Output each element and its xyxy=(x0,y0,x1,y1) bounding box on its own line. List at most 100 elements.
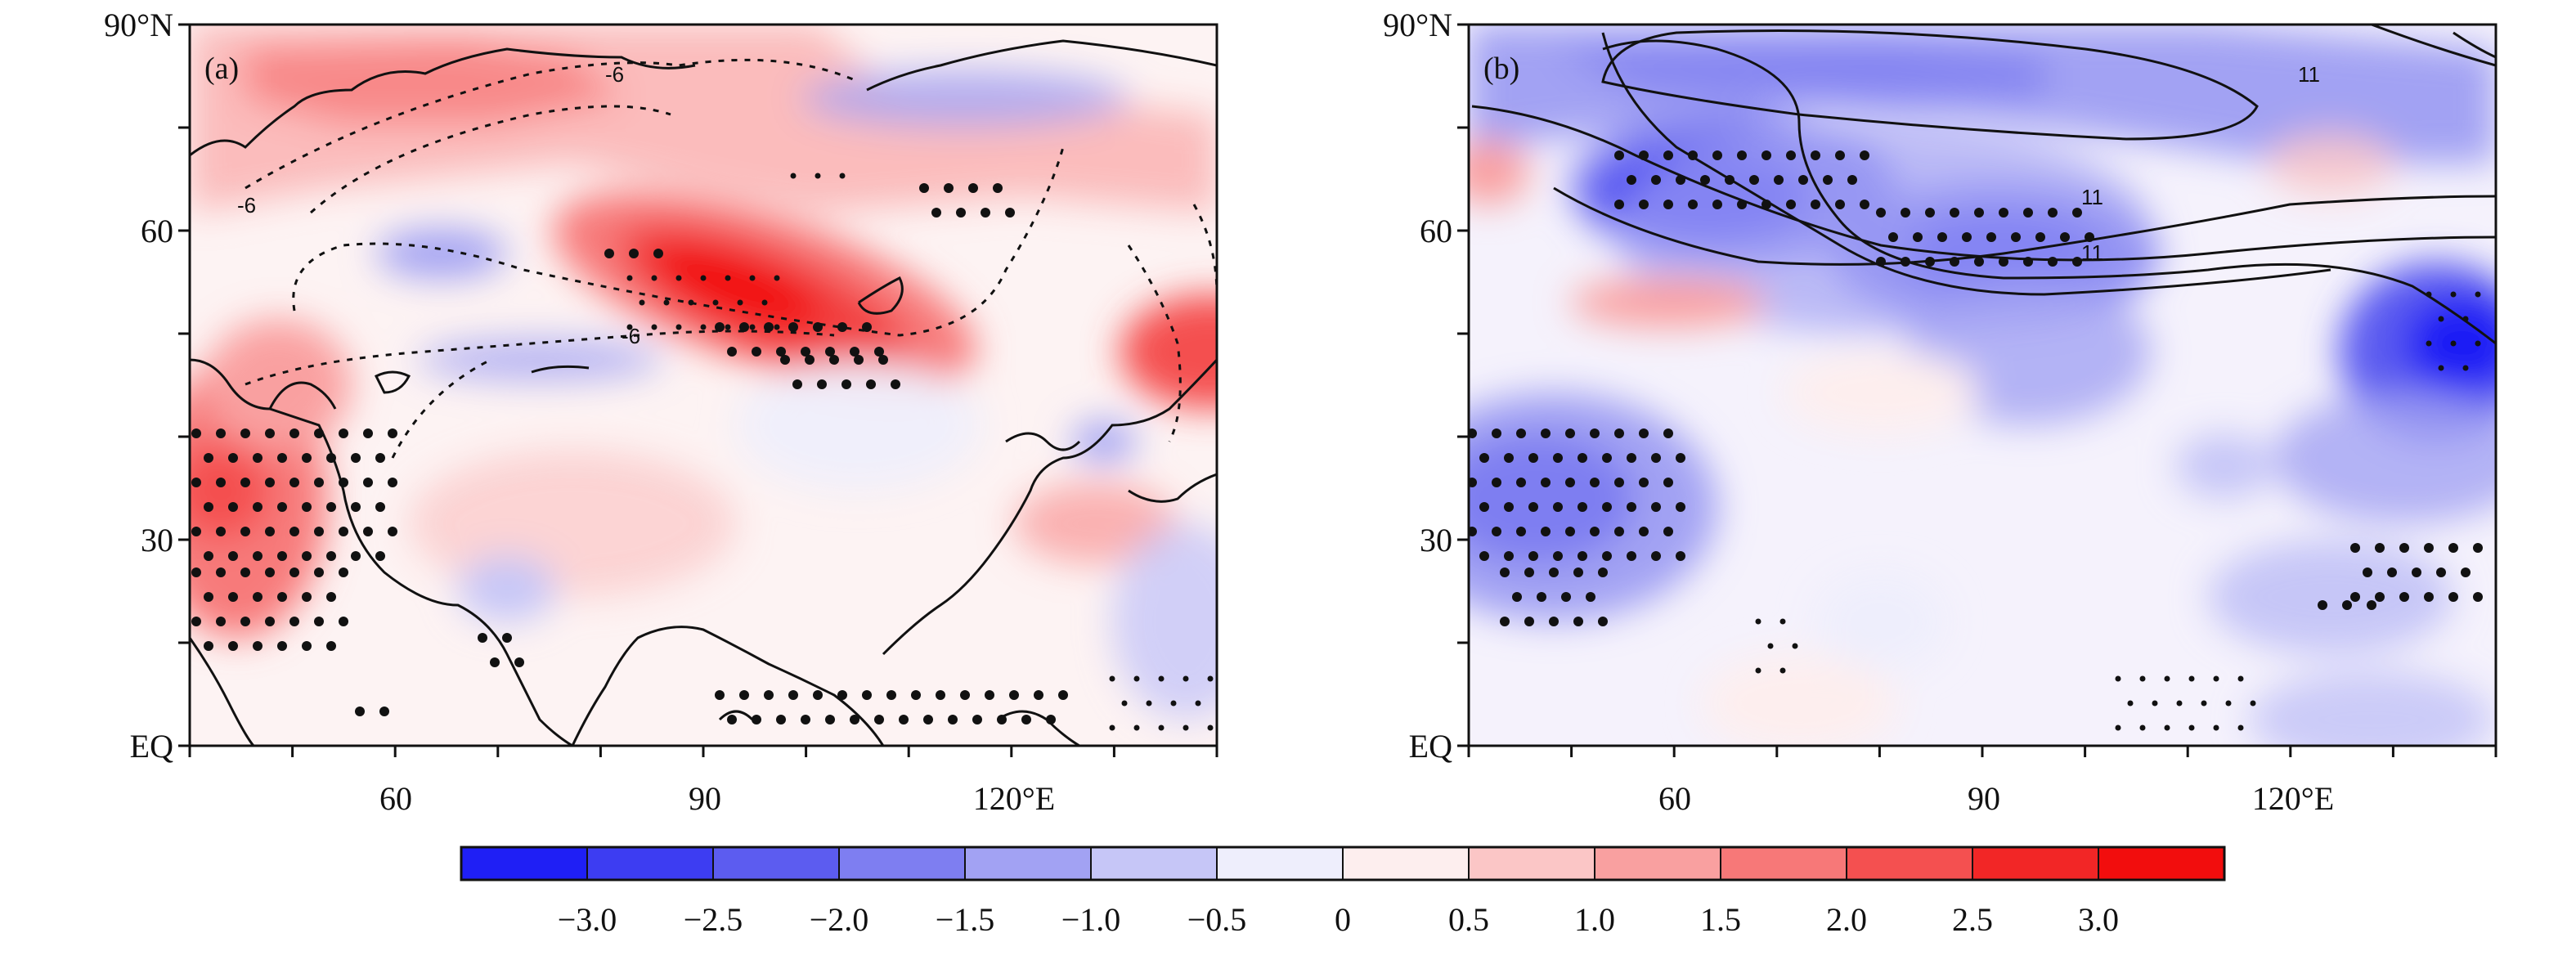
significance-dot xyxy=(363,478,373,487)
significance-dot xyxy=(1925,257,1935,267)
colorbar-label: 0.5 xyxy=(1448,901,1489,938)
significance-dot xyxy=(1046,715,1056,724)
significance-dot xyxy=(1541,478,1551,487)
significance-dot xyxy=(1937,232,1947,242)
panel-a: -6 -6 -6 (a) 90°N 60 30 EQ 60 90 120°E xyxy=(104,7,1218,817)
significance-dot xyxy=(1504,453,1514,463)
x-tick-label: 60 xyxy=(1658,780,1691,817)
significance-dot xyxy=(850,715,859,724)
panel-b-shading xyxy=(1469,25,2496,746)
significance-dot xyxy=(1121,700,1128,707)
significance-dot xyxy=(725,275,731,281)
colorbar-label: 3.0 xyxy=(2078,901,2119,938)
significance-dot xyxy=(604,249,614,258)
significance-dot xyxy=(1811,150,1820,160)
significance-dot xyxy=(1565,478,1575,487)
significance-dot xyxy=(2048,208,2058,218)
significance-dot xyxy=(1688,150,1698,160)
contour-label: -6 xyxy=(237,193,256,218)
significance-dot xyxy=(2473,592,2483,602)
significance-dot xyxy=(2426,291,2432,298)
significance-dot xyxy=(2412,567,2421,577)
significance-dot xyxy=(514,657,524,667)
significance-dot xyxy=(2399,592,2409,602)
significance-dot xyxy=(2011,232,2021,242)
significance-dot xyxy=(2213,724,2219,731)
significance-dot xyxy=(1835,150,1845,160)
significance-dot xyxy=(1663,200,1673,209)
significance-dot xyxy=(265,617,275,626)
significance-dot xyxy=(725,324,731,330)
significance-dot xyxy=(874,715,884,724)
significance-dot xyxy=(2072,208,2082,218)
significance-dot xyxy=(663,299,670,306)
significance-dot xyxy=(289,617,299,626)
significance-dot xyxy=(1553,453,1563,463)
significance-dot xyxy=(1158,675,1165,682)
colorbar-segment xyxy=(964,846,1092,881)
significance-dot xyxy=(2139,724,2146,731)
significance-dot xyxy=(700,275,707,281)
significance-dot xyxy=(1614,428,1624,438)
significance-dot xyxy=(2424,592,2434,602)
colorbar-segment xyxy=(1342,846,1470,881)
significance-dot xyxy=(388,428,397,438)
significance-dot xyxy=(2060,232,2070,242)
significance-dot xyxy=(923,715,933,724)
significance-dot xyxy=(825,715,835,724)
significance-dot xyxy=(956,208,966,218)
significance-dot xyxy=(817,379,827,389)
significance-dot xyxy=(1774,175,1784,185)
significance-dot xyxy=(792,379,802,389)
contour-label: 11 xyxy=(2081,240,2103,265)
significance-dot xyxy=(1577,551,1587,561)
significance-dot xyxy=(2375,592,2385,602)
significance-dot xyxy=(289,428,299,438)
significance-dot xyxy=(2448,592,2458,602)
significance-dot xyxy=(240,428,250,438)
significance-dot xyxy=(829,355,839,365)
significance-dot xyxy=(265,567,275,577)
significance-dot xyxy=(727,715,737,724)
significance-dot xyxy=(841,379,851,389)
significance-dot xyxy=(2473,543,2483,553)
colorbar-segment xyxy=(1972,846,2099,881)
significance-dot xyxy=(1528,453,1538,463)
significance-dot xyxy=(314,617,324,626)
significance-dot xyxy=(253,551,263,561)
significance-dot xyxy=(805,355,815,365)
significance-dot xyxy=(240,478,250,487)
significance-dot xyxy=(1492,428,1501,438)
significance-dot xyxy=(1901,257,1910,267)
panel-b-contours xyxy=(1471,25,2496,345)
significance-dot xyxy=(1195,700,1201,707)
significance-dot xyxy=(277,641,287,651)
colorbar-segment xyxy=(460,846,588,881)
significance-dot xyxy=(1755,667,1761,674)
significance-dot xyxy=(1524,567,1534,577)
significance-dot xyxy=(502,633,512,643)
significance-dot xyxy=(191,527,201,536)
colorbar xyxy=(460,846,2226,881)
colorbar-label: −2.5 xyxy=(684,901,743,938)
significance-dot xyxy=(626,324,633,330)
significance-dot xyxy=(388,478,397,487)
significance-dot xyxy=(228,502,238,512)
significance-dot xyxy=(1500,567,1510,577)
significance-dot xyxy=(862,322,872,332)
significance-dot xyxy=(240,567,250,577)
significance-dot xyxy=(351,502,361,512)
significance-dot xyxy=(216,527,226,536)
significance-dot xyxy=(289,478,299,487)
significance-dot xyxy=(1516,428,1526,438)
colorbar-label: 2.0 xyxy=(1826,901,1867,938)
significance-dot xyxy=(314,567,324,577)
significance-dot xyxy=(651,324,657,330)
significance-dot xyxy=(764,322,774,332)
significance-dot xyxy=(899,715,909,724)
significance-dot xyxy=(1602,453,1612,463)
significance-dot xyxy=(1639,478,1649,487)
significance-dot xyxy=(2448,543,2458,553)
significance-dot xyxy=(265,428,275,438)
significance-dot xyxy=(993,183,1003,193)
